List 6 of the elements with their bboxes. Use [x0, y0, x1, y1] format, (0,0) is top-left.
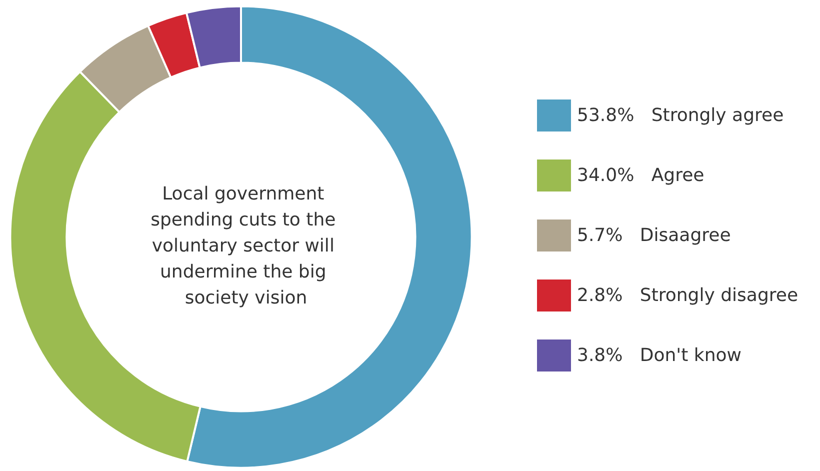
legend-label: 34.0% Agree [577, 165, 704, 186]
text: Local government spending cuts to the voluntary sector will undermine the big society vision [150, 184, 342, 308]
legend-label: 5.7% Disaagree [577, 225, 731, 246]
legend-label: 2.8% Strongly disagree [577, 285, 798, 306]
legend-label: 3.8% Don't know [577, 345, 742, 366]
legend-label: 53.8% Strongly agree [577, 105, 784, 126]
